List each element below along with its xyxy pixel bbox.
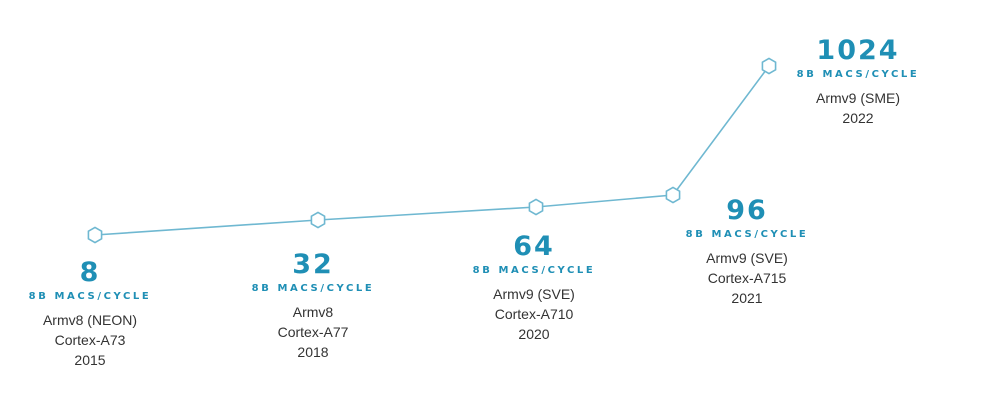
point-label-2018: 32 8B MACS/CYCLE Armv8 Cortex-A77 2018 <box>213 250 413 362</box>
core-label: Cortex-A715 <box>707 270 787 286</box>
point-label-2015: 8 8B MACS/CYCLE Armv8 (NEON) Cortex-A73 … <box>0 258 190 370</box>
value-label: 64 <box>513 231 555 262</box>
year-label: 2022 <box>842 110 874 126</box>
unit-label: 8B MACS/CYCLE <box>685 229 809 240</box>
core-label: Cortex-A73 <box>54 332 126 348</box>
arch-label: Armv9 (SME) <box>816 90 900 106</box>
arch-label: Armv8 <box>292 304 334 320</box>
year-label: 2021 <box>731 290 763 306</box>
hexagon-marker-2015 <box>87 226 103 244</box>
year-label: 2018 <box>297 344 329 360</box>
core-label: Cortex-A77 <box>277 324 349 340</box>
value-label: 96 <box>726 195 768 226</box>
value-label: 1024 <box>816 35 900 66</box>
value-label: 8 <box>79 257 101 288</box>
markers <box>87 57 777 244</box>
unit-label: 8B MACS/CYCLE <box>796 69 920 80</box>
value-label: 32 <box>292 249 334 280</box>
unit-label: 8B MACS/CYCLE <box>251 283 375 294</box>
arch-label: Armv9 (SVE) <box>493 286 575 302</box>
unit-label: 8B MACS/CYCLE <box>472 265 596 276</box>
core-label: Cortex-A710 <box>494 306 574 322</box>
point-label-2020: 64 8B MACS/CYCLE Armv9 (SVE) Cortex-A710… <box>434 232 634 344</box>
point-label-2022: 1024 8B MACS/CYCLE Armv9 (SME) 2022 <box>758 36 958 128</box>
unit-label: 8B MACS/CYCLE <box>28 291 152 302</box>
year-label: 2015 <box>74 352 106 368</box>
hexagon-marker-2021 <box>665 186 681 204</box>
hexagon-marker-2020 <box>528 198 544 216</box>
year-label: 2020 <box>518 326 550 342</box>
hexagon-marker-2018 <box>310 211 326 229</box>
arch-label: Armv8 (NEON) <box>42 312 138 328</box>
hexagon-marker-2022 <box>761 57 777 75</box>
point-label-2021: 96 8B MACS/CYCLE Armv9 (SVE) Cortex-A715… <box>647 196 847 308</box>
arch-label: Armv9 (SVE) <box>706 250 788 266</box>
